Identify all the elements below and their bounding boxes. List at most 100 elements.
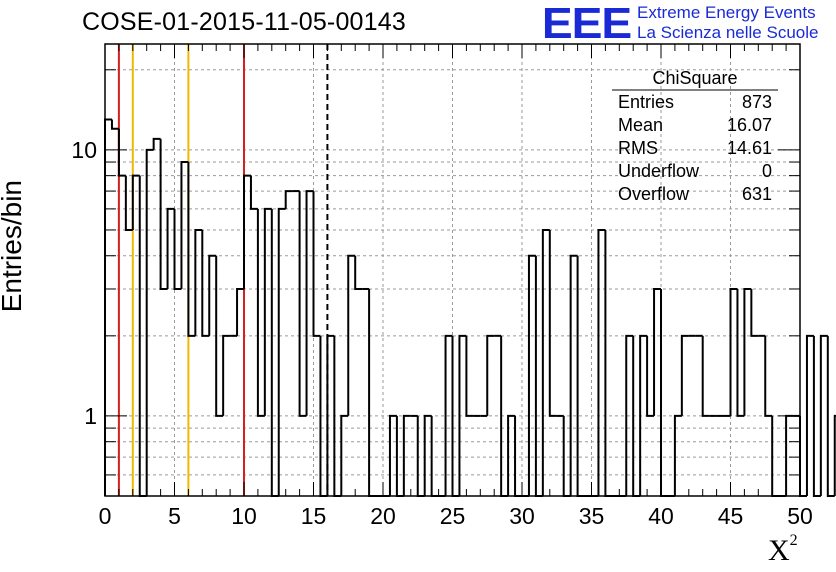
histogram-bin bbox=[569, 254, 578, 496]
histogram-bin bbox=[486, 334, 495, 416]
histogram-bin bbox=[597, 228, 606, 496]
histogram-bin bbox=[180, 161, 189, 289]
histogram-bin bbox=[701, 335, 710, 417]
histogram-bin bbox=[576, 255, 585, 497]
histogram-bin bbox=[249, 175, 258, 210]
histogram-bin bbox=[743, 287, 752, 416]
histogram-bin bbox=[548, 229, 557, 417]
stats-value: 16.07 bbox=[726, 115, 772, 135]
histogram-bin bbox=[194, 228, 203, 336]
stats-label: RMS bbox=[618, 138, 658, 158]
x-tick-label: 20 bbox=[370, 503, 396, 529]
logo-subtitle-2: La Scienza nelle Scuole bbox=[637, 23, 819, 42]
x-tick-label: 40 bbox=[648, 503, 674, 529]
histogram-bin bbox=[646, 335, 655, 417]
histogram-bin bbox=[764, 335, 773, 417]
histogram-bin bbox=[215, 255, 224, 417]
histogram-bin bbox=[270, 208, 279, 497]
chart-title: COSE-01-2015-11-05-00143 bbox=[82, 8, 406, 36]
x-tick-label: 50 bbox=[787, 503, 813, 529]
histogram-bin bbox=[236, 287, 244, 336]
stats-row-entries: Entries 873 bbox=[612, 91, 778, 114]
x-axis-label: X2 bbox=[768, 532, 798, 568]
histogram-bin bbox=[465, 335, 474, 417]
histogram-bin bbox=[534, 255, 543, 497]
histogram-bin bbox=[159, 138, 168, 290]
histogram-bin bbox=[208, 254, 217, 336]
y-tick-label: 10 bbox=[71, 137, 97, 163]
histogram-bin bbox=[263, 207, 272, 416]
histogram-bin bbox=[423, 414, 432, 496]
stats-label: Overflow bbox=[618, 184, 690, 204]
histogram-bin bbox=[347, 254, 356, 416]
histogram-bin bbox=[729, 287, 738, 416]
y-tick-label: 1 bbox=[84, 403, 97, 429]
histogram-bin bbox=[458, 334, 467, 496]
histogram-bin bbox=[152, 137, 161, 150]
histogram-bin bbox=[388, 414, 397, 496]
histogram-bin bbox=[326, 334, 335, 496]
x-tick-label: 0 bbox=[99, 503, 112, 529]
stats-label: Mean bbox=[618, 115, 664, 135]
histogram-bin bbox=[660, 288, 668, 497]
histogram-bin bbox=[527, 254, 536, 496]
logo-subtitle-1: Extreme Energy Events bbox=[637, 3, 816, 22]
histogram-bin bbox=[736, 288, 745, 417]
x-tick-label: 25 bbox=[440, 503, 466, 529]
histogram-bin bbox=[256, 208, 265, 417]
histogram-bin bbox=[131, 174, 140, 230]
histogram-bin bbox=[284, 190, 293, 209]
histogram-bin bbox=[402, 414, 411, 496]
histogram-bin bbox=[750, 288, 759, 337]
histogram-bin bbox=[354, 255, 363, 290]
histogram-bin bbox=[340, 414, 349, 496]
histogram-bin bbox=[117, 128, 126, 177]
histogram-bin bbox=[201, 229, 210, 337]
histogram-bin bbox=[277, 207, 286, 496]
stats-label: Underflow bbox=[618, 161, 700, 181]
histogram-bin bbox=[305, 190, 314, 416]
x-axis-label-base: X bbox=[768, 534, 790, 567]
x-tick-label: 5 bbox=[168, 503, 181, 529]
x-tick-label: 10 bbox=[231, 503, 257, 529]
stats-box: ChiSquare Entries 873 Mean 16.07 RMS 14.… bbox=[612, 67, 778, 206]
stats-row-underflow: Underflow 0 bbox=[612, 160, 778, 183]
histogram-bin bbox=[826, 335, 835, 497]
histogram-bin bbox=[604, 229, 613, 497]
histogram-bin bbox=[507, 414, 516, 496]
histogram-bin bbox=[680, 334, 689, 416]
stats-row-rms: RMS 14.61 bbox=[612, 137, 778, 160]
histogram-bin bbox=[833, 414, 836, 496]
x-tick-label: 45 bbox=[718, 503, 744, 529]
histogram-bin bbox=[368, 288, 377, 497]
histogram-bin bbox=[222, 334, 231, 416]
histogram-bin bbox=[819, 334, 828, 496]
histogram-bin bbox=[812, 335, 821, 497]
stats-value: 873 bbox=[741, 92, 772, 112]
stats-label: Entries bbox=[618, 92, 675, 112]
eee-logo: EEE bbox=[541, 0, 632, 48]
histogram-bin bbox=[639, 334, 648, 496]
histogram-bin bbox=[110, 119, 119, 130]
x-tick-label: 15 bbox=[301, 503, 327, 529]
histogram-bin bbox=[653, 287, 661, 416]
histogram-bin bbox=[187, 162, 196, 337]
histogram-bin bbox=[799, 415, 807, 497]
histogram-bin bbox=[444, 334, 453, 496]
histogram-bin bbox=[312, 191, 321, 337]
x-tick-label: 35 bbox=[579, 503, 605, 529]
stats-row-mean: Mean 16.07 bbox=[612, 114, 778, 137]
x-axis-label-superscript: 2 bbox=[789, 532, 798, 549]
histogram-bin bbox=[145, 148, 154, 496]
x-tick-label: 30 bbox=[509, 503, 535, 529]
histogram-bin bbox=[124, 175, 133, 231]
histogram-bin bbox=[298, 191, 307, 417]
histogram-bin bbox=[173, 208, 182, 290]
histogram-bin bbox=[805, 334, 814, 496]
stats-value: 14.61 bbox=[726, 138, 772, 158]
histogram-bin bbox=[166, 207, 175, 289]
histogram-bin bbox=[673, 414, 682, 496]
histogram-bin bbox=[243, 174, 251, 289]
histogram-bin bbox=[541, 228, 550, 496]
